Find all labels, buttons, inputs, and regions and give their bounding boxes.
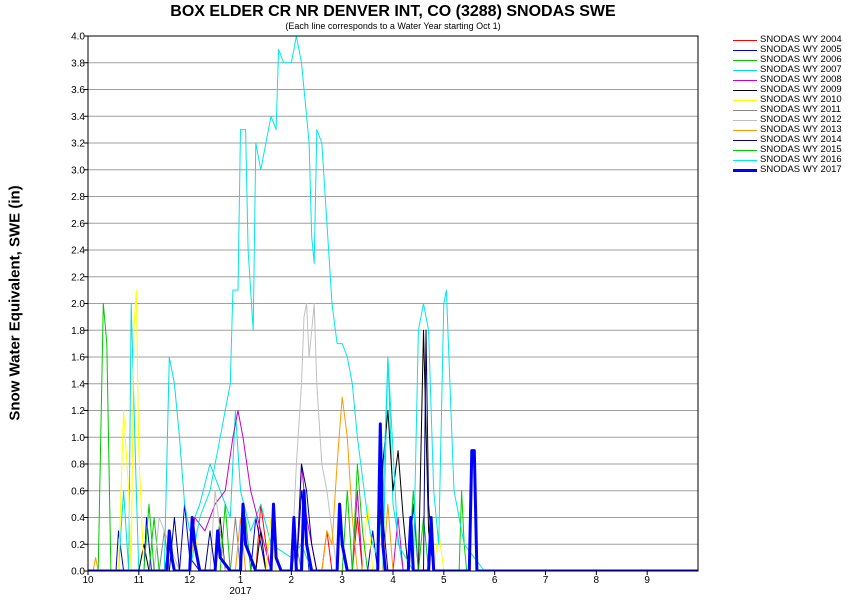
y-tick-label-5: 1.0 [71, 433, 85, 444]
legend-item: SNODAS WY 2005 [733, 45, 842, 55]
legend-swatch [733, 99, 757, 101]
series-line-snodas-wy-2014 [88, 329, 698, 571]
legend-swatch [733, 69, 757, 71]
legend-swatch [733, 89, 757, 91]
legend-item: SNODAS WY 2014 [733, 135, 842, 145]
series-line-snodas-wy-2016 [88, 35, 698, 571]
x-tick-label-8: 6 [492, 575, 498, 586]
legend-swatch [733, 79, 757, 81]
y-tick-label-10: 2.0 [71, 299, 85, 310]
legend-item: SNODAS WY 2015 [733, 145, 842, 155]
legend-label: SNODAS WY 2015 [760, 144, 842, 155]
series-line-snodas-wy-2007 [88, 303, 698, 571]
x-year-label: 2017 [229, 586, 252, 597]
x-tick-label-0: 10 [82, 575, 94, 586]
legend-swatch [733, 59, 757, 61]
legend-swatch [733, 39, 757, 41]
legend-swatch [733, 168, 757, 172]
legend-swatch [733, 49, 757, 51]
legend-label: SNODAS WY 2017 [760, 164, 842, 175]
legend-label: SNODAS WY 2016 [760, 154, 842, 165]
series-line-snodas-wy-2005 [88, 490, 698, 571]
legend-label: SNODAS WY 2007 [760, 64, 842, 75]
chart-subtitle: (Each line corresponds to a Water Year s… [285, 21, 501, 31]
legend-label: SNODAS WY 2006 [760, 54, 842, 65]
y-tick-label-16: 3.2 [71, 139, 85, 150]
plot-frame [87, 35, 699, 572]
y-tick-label-13: 2.6 [71, 219, 85, 230]
legend-item: SNODAS WY 2008 [733, 75, 842, 85]
legend-swatch [733, 139, 757, 141]
x-tick-label-2: 12 [184, 575, 196, 586]
legend-label: SNODAS WY 2004 [760, 34, 842, 45]
series-line-snodas-wy-2017 [88, 422, 698, 571]
legend-label: SNODAS WY 2012 [760, 114, 842, 125]
x-tick-label-9: 7 [543, 575, 549, 586]
y-tick-label-4: 0.8 [71, 460, 85, 471]
legend-label: SNODAS WY 2005 [760, 44, 842, 55]
legend-item: SNODAS WY 2013 [733, 125, 842, 135]
y-tick-label-14: 2.8 [71, 192, 85, 203]
legend-swatch [733, 109, 757, 111]
legend-label: SNODAS WY 2009 [760, 84, 842, 95]
series-line-snodas-wy-2008 [88, 410, 698, 571]
y-tick-label-7: 1.4 [71, 379, 85, 390]
x-tick-label-7: 5 [441, 575, 447, 586]
legend-item: SNODAS WY 2010 [733, 95, 842, 105]
x-tick-label-1: 11 [134, 575, 145, 586]
y-tick-label-8: 1.6 [71, 353, 85, 364]
legend-label: SNODAS WY 2014 [760, 134, 842, 145]
chart-title: BOX ELDER CR NR DENVER INT, CO (3288) SN… [170, 3, 616, 20]
x-tick-label-3: 1 [238, 575, 244, 586]
y-tick-label-0: 0.0 [71, 567, 85, 578]
series-line-snodas-wy-2011 [88, 517, 698, 571]
y-tick-label-15: 3.0 [71, 165, 85, 176]
legend-label: SNODAS WY 2013 [760, 124, 842, 135]
y-tick-label-3: 0.6 [71, 486, 85, 497]
x-tick-label-4: 2 [289, 575, 295, 586]
y-tick-label-18: 3.6 [71, 85, 85, 96]
y-tick-label-17: 3.4 [71, 112, 85, 123]
series-line-snodas-wy-2006 [88, 303, 698, 571]
legend-item: SNODAS WY 2011 [733, 105, 842, 115]
legend-item: SNODAS WY 2007 [733, 65, 842, 75]
x-tick-label-5: 3 [339, 575, 345, 586]
legend-item: SNODAS WY 2009 [733, 85, 842, 95]
legend-item: SNODAS WY 2017 [733, 165, 842, 175]
legend-swatch [733, 159, 757, 161]
legend-label: SNODAS WY 2010 [760, 94, 842, 105]
y-tick-label-11: 2.2 [71, 272, 85, 283]
y-tick-label-9: 1.8 [71, 326, 85, 337]
y-tick-label-1: 0.2 [71, 540, 85, 551]
x-tick-label-6: 4 [390, 575, 396, 586]
series-line-snodas-wy-2012 [88, 303, 698, 571]
legend-label: SNODAS WY 2011 [760, 104, 841, 115]
series-line-snodas-wy-2010 [88, 289, 698, 571]
y-tick-label-6: 1.2 [71, 406, 85, 417]
y-tick-label-19: 3.8 [71, 58, 85, 69]
x-tick-label-10: 8 [594, 575, 600, 586]
legend-item: SNODAS WY 2012 [733, 115, 842, 125]
legend-item: SNODAS WY 2006 [733, 55, 842, 65]
legend-swatch [733, 119, 757, 121]
series-line-snodas-wy-2013 [88, 396, 698, 571]
y-tick-label-2: 0.4 [71, 513, 85, 524]
series-line-snodas-wy-2015 [88, 463, 698, 571]
legend-item: SNODAS WY 2016 [733, 155, 842, 165]
y-tick-label-20: 4.0 [71, 32, 85, 43]
y-tick-label-12: 2.4 [71, 246, 85, 257]
legend-swatch [733, 129, 757, 131]
legend-swatch [733, 149, 757, 151]
legend-item: SNODAS WY 2004 [733, 35, 842, 45]
legend: SNODAS WY 2004 SNODAS WY 2005 SNODAS WY 20… [733, 35, 842, 175]
legend-label: SNODAS WY 2008 [760, 74, 842, 85]
series-line-snodas-wy-2004 [88, 503, 698, 571]
x-tick-label-11: 9 [644, 575, 650, 586]
series-line-snodas-wy-2009 [88, 329, 698, 571]
